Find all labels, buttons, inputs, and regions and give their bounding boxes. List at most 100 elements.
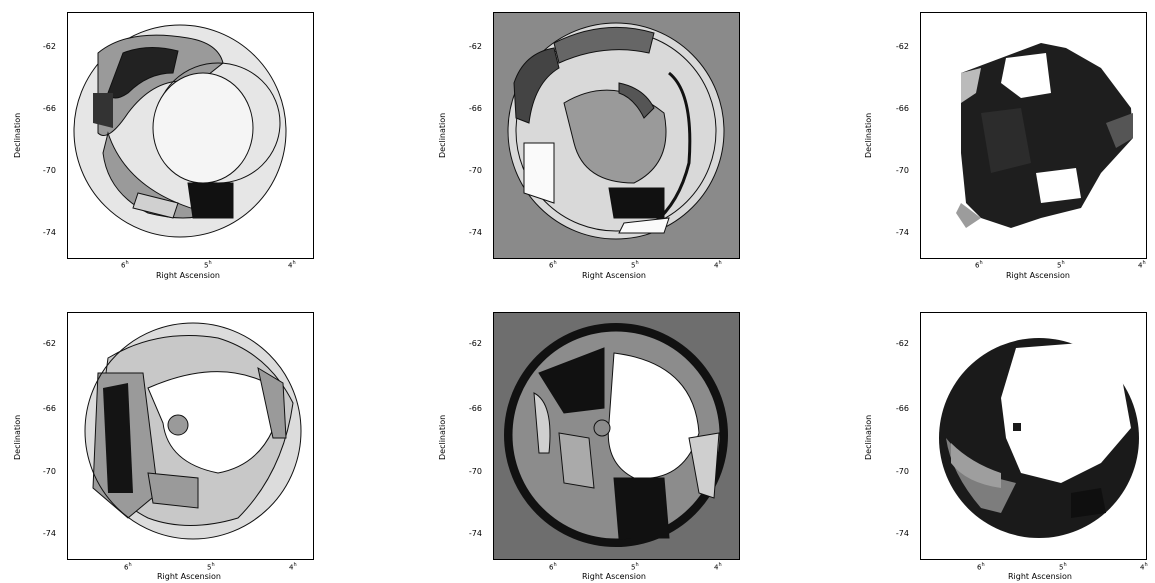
- plot-frame: [67, 12, 314, 259]
- x-tick-hour: 6: [977, 563, 982, 572]
- x-tick-hour: 4: [1140, 563, 1145, 572]
- x-tick-hour: 4: [288, 261, 293, 270]
- x-axis-label: Right Ascension: [1008, 572, 1072, 581]
- x-axis-label: Right Ascension: [582, 572, 646, 581]
- x-tick-unit: h: [292, 260, 296, 266]
- x-tick-label: 4h: [714, 562, 722, 571]
- y-tick-label: -62: [895, 42, 909, 51]
- y-tick-label: -66: [468, 404, 482, 413]
- x-tick-unit: h: [125, 260, 129, 266]
- plot-frame: [493, 312, 740, 560]
- x-tick-hour: 4: [714, 563, 719, 572]
- y-tick-label: -70: [468, 467, 482, 476]
- x-axis-label: Right Ascension: [1006, 271, 1070, 280]
- x-tick-unit: h: [1144, 562, 1148, 568]
- x-tick-hour: 6: [121, 261, 126, 270]
- y-tick-label: -74: [895, 529, 909, 538]
- y-tick-label: -62: [42, 42, 56, 51]
- y-tick-label: -74: [468, 529, 482, 538]
- x-tick-label: 5h: [1057, 260, 1065, 269]
- x-tick-label: 4h: [714, 260, 722, 269]
- x-tick-label: 4h: [288, 260, 296, 269]
- x-tick-hour: 4: [1138, 261, 1143, 270]
- x-axis-label: Right Ascension: [582, 271, 646, 280]
- x-axis-label: Right Ascension: [156, 271, 220, 280]
- y-tick-label: -62: [468, 42, 482, 51]
- y-tick-label: -70: [42, 166, 56, 175]
- x-tick-unit: h: [211, 562, 215, 568]
- plot-image: [73, 24, 287, 238]
- y-tick-label: -74: [895, 228, 909, 237]
- plot-frame: [920, 12, 1147, 259]
- y-axis-label: Declination: [864, 112, 873, 158]
- y-tick-label: -66: [468, 104, 482, 113]
- x-tick-hour: 6: [975, 261, 980, 270]
- x-tick-unit: h: [553, 562, 557, 568]
- x-tick-unit: h: [1061, 260, 1065, 266]
- y-tick-label: -74: [42, 529, 56, 538]
- x-tick-unit: h: [553, 260, 557, 266]
- x-tick-label: 4h: [289, 562, 297, 571]
- x-tick-hour: 5: [631, 563, 636, 572]
- x-tick-label: 6h: [977, 562, 985, 571]
- y-tick-label: -70: [42, 467, 56, 476]
- x-tick-hour: 6: [549, 563, 554, 572]
- y-tick-label: -62: [42, 339, 56, 348]
- x-axis-label: Right Ascension: [157, 572, 221, 581]
- x-tick-unit: h: [1142, 260, 1146, 266]
- plot-frame: [67, 312, 314, 560]
- x-tick-unit: h: [718, 260, 722, 266]
- y-axis-label: Declination: [13, 414, 22, 460]
- x-tick-hour: 6: [124, 563, 129, 572]
- x-tick-label: 5h: [631, 260, 639, 269]
- plot-image: [507, 22, 725, 240]
- x-tick-label: 5h: [207, 562, 215, 571]
- y-axis-label: Declination: [13, 112, 22, 158]
- x-tick-label: 6h: [549, 260, 557, 269]
- x-tick-hour: 4: [289, 563, 294, 572]
- y-tick-label: -66: [42, 404, 56, 413]
- x-tick-unit: h: [718, 562, 722, 568]
- y-axis-label: Declination: [438, 112, 447, 158]
- x-tick-label: 5h: [204, 260, 212, 269]
- y-axis-label: Declination: [864, 414, 873, 460]
- plot-image: [956, 43, 1133, 228]
- x-tick-label: 4h: [1138, 260, 1146, 269]
- x-tick-hour: 4: [714, 261, 719, 270]
- x-tick-unit: h: [1063, 562, 1067, 568]
- x-tick-label: 6h: [549, 562, 557, 571]
- plot-image: [504, 323, 728, 547]
- x-tick-label: 6h: [975, 260, 983, 269]
- y-axis-label: Declination: [438, 414, 447, 460]
- x-tick-unit: h: [128, 562, 132, 568]
- x-tick-unit: h: [635, 260, 639, 266]
- x-tick-unit: h: [979, 260, 983, 266]
- plot-frame: [920, 312, 1147, 560]
- x-tick-unit: h: [981, 562, 985, 568]
- x-tick-label: 5h: [631, 562, 639, 571]
- plot-frame: [493, 12, 740, 259]
- plot-image: [939, 338, 1139, 538]
- y-tick-label: -70: [895, 467, 909, 476]
- x-tick-hour: 6: [549, 261, 554, 270]
- x-tick-hour: 5: [631, 261, 636, 270]
- y-tick-label: -66: [895, 104, 909, 113]
- y-tick-label: -62: [468, 339, 482, 348]
- x-tick-unit: h: [635, 562, 639, 568]
- x-tick-unit: h: [293, 562, 297, 568]
- x-tick-unit: h: [208, 260, 212, 266]
- x-tick-label: 4h: [1140, 562, 1148, 571]
- y-tick-label: -70: [895, 166, 909, 175]
- y-tick-label: -66: [895, 404, 909, 413]
- y-tick-label: -70: [468, 166, 482, 175]
- x-tick-hour: 5: [207, 563, 212, 572]
- x-tick-hour: 5: [204, 261, 209, 270]
- x-tick-hour: 5: [1059, 563, 1064, 572]
- x-tick-hour: 5: [1057, 261, 1062, 270]
- plot-image: [84, 322, 302, 540]
- y-tick-label: -74: [42, 228, 56, 237]
- y-tick-label: -62: [895, 339, 909, 348]
- x-tick-label: 6h: [121, 260, 129, 269]
- x-tick-label: 6h: [124, 562, 132, 571]
- y-tick-label: -66: [42, 104, 56, 113]
